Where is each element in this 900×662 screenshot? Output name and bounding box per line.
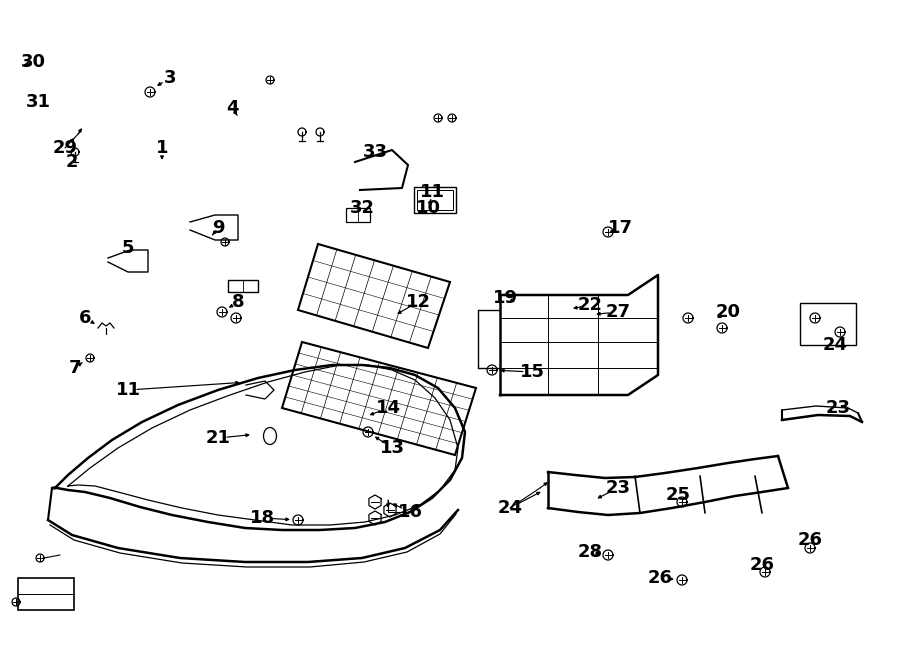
- Bar: [800, 303, 856, 345]
- Text: 27: 27: [606, 303, 631, 321]
- Text: 11: 11: [419, 183, 445, 201]
- Text: 30: 30: [21, 53, 46, 71]
- Text: 32: 32: [349, 199, 374, 217]
- Text: 25: 25: [665, 486, 690, 504]
- Text: 7: 7: [68, 359, 81, 377]
- Text: 26: 26: [750, 556, 775, 574]
- Text: 17: 17: [608, 219, 633, 237]
- Text: 10: 10: [416, 199, 440, 217]
- Text: 28: 28: [578, 543, 603, 561]
- Text: 29: 29: [52, 139, 77, 157]
- Text: 5: 5: [122, 239, 134, 257]
- Text: 23: 23: [606, 479, 631, 497]
- Text: 14: 14: [375, 399, 401, 417]
- Text: 26: 26: [797, 531, 823, 549]
- Text: 21: 21: [205, 429, 230, 447]
- Text: 22: 22: [578, 296, 602, 314]
- Text: 19: 19: [492, 289, 517, 307]
- Text: 15: 15: [519, 363, 544, 381]
- Text: 13: 13: [380, 439, 404, 457]
- Bar: [414, 187, 456, 213]
- Bar: [18, 578, 74, 610]
- Text: 26: 26: [647, 569, 672, 587]
- Text: 11: 11: [115, 381, 140, 399]
- Text: 16: 16: [398, 503, 422, 521]
- Text: 12: 12: [406, 293, 430, 311]
- Text: 20: 20: [716, 303, 741, 321]
- Text: 24: 24: [823, 336, 848, 354]
- Text: 23: 23: [825, 399, 850, 417]
- Text: 2: 2: [66, 153, 78, 171]
- Text: 4: 4: [226, 99, 239, 117]
- Text: 18: 18: [249, 509, 274, 527]
- Text: 8: 8: [231, 293, 244, 311]
- Text: 3: 3: [164, 69, 176, 87]
- Text: 31: 31: [25, 93, 50, 111]
- Text: 6: 6: [79, 309, 91, 327]
- Text: 9: 9: [212, 219, 224, 237]
- Text: 33: 33: [363, 143, 388, 161]
- Text: 1: 1: [156, 139, 168, 157]
- Text: 24: 24: [498, 499, 523, 517]
- Bar: [417, 190, 453, 210]
- Bar: [346, 208, 370, 222]
